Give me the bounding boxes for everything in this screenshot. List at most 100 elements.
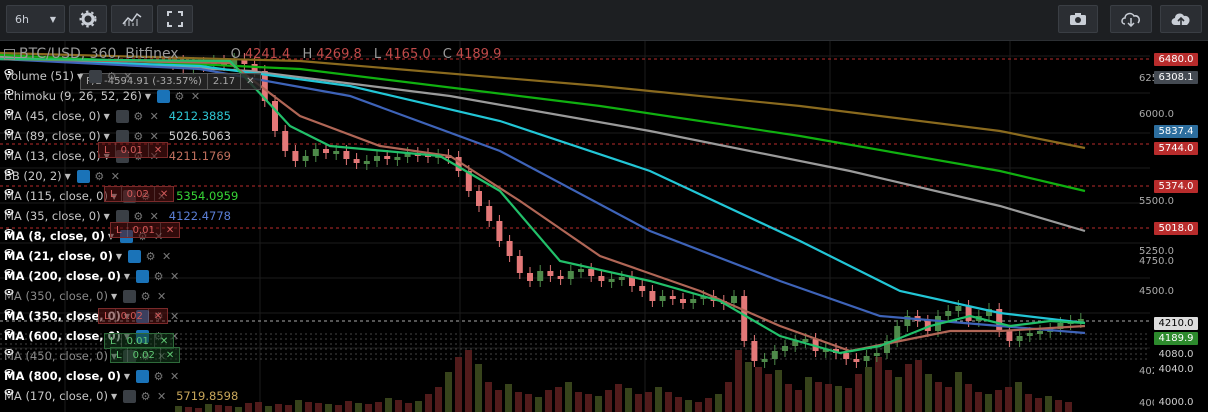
cancel-order-icon[interactable]: ✕ [165,224,175,236]
indicator-label: MA (8, close, 0) [4,229,105,243]
visibility-eye-icon[interactable] [4,169,90,183]
indicators-button[interactable] [111,5,153,33]
indicator-row[interactable]: MA (89, close, 0) ▼ ⚙ ✕ 5026.5063 [4,127,231,145]
visibility-eye-icon[interactable] [4,109,129,123]
volume-bar [455,357,462,412]
close-icon[interactable]: ✕ [123,69,133,83]
order-label[interactable]: L 0.02 ✕ [110,347,181,363]
gear-icon[interactable]: ⚙ [133,109,144,123]
indicator-row[interactable]: Volume (51) ▼ ⚙ ✕ [4,67,134,85]
cloud-download-button[interactable] [1110,5,1152,33]
close-icon[interactable]: ✕ [169,369,180,383]
gear-icon[interactable]: ⚙ [140,289,151,303]
volume-bar [685,400,692,412]
order-label[interactable]: L 0.01 ✕ [104,333,175,349]
close-icon[interactable]: ✕ [149,209,159,223]
fullscreen-button[interactable] [157,5,193,33]
close-icon[interactable]: ✕ [156,389,167,403]
visibility-eye-icon[interactable] [4,69,103,83]
indicator-row[interactable]: Ichimoku (9, 26, 52, 26) ▼ ⚙ ✕ [4,87,202,105]
close-icon[interactable]: ✕ [149,129,159,143]
chevron-down-icon[interactable]: ▼ [110,291,118,301]
chevron-down-icon[interactable]: ▼ [123,271,131,281]
indicator-row[interactable]: MA (45, close, 0) ▼ ⚙ ✕ 4212.3885 [4,107,231,125]
close-icon[interactable]: ✕ [169,269,180,283]
order-qty: 0.01 [128,223,161,237]
close-icon[interactable]: ✕ [110,169,120,183]
order-label[interactable]: L 0.02 ✕ [98,308,169,324]
chevron-down-icon[interactable]: ▼ [115,251,123,261]
close-icon[interactable]: ✕ [156,289,167,303]
cancel-order-icon[interactable]: ✕ [159,335,169,347]
gear-icon[interactable]: ⚙ [133,209,144,223]
visibility-eye-icon[interactable] [4,89,170,103]
price-level-box: 4000.0 [1154,396,1198,409]
position-pl-label[interactable]: P/L -4594.91 (-33.57%) 2.17 ✕ [80,73,261,90]
close-icon[interactable]: ✕ [169,329,180,343]
candle-body [567,271,574,279]
indicator-row[interactable]: MA (350, close, 0)▼ ⚙ ✕ [4,287,168,305]
volume-bar [895,377,902,412]
close-icon[interactable]: ✕ [161,249,172,263]
visibility-eye-icon[interactable] [4,209,129,223]
order-label[interactable]: L 0.02 ✕ [104,186,175,202]
chevron-down-icon[interactable]: ▼ [123,371,131,381]
cancel-order-icon[interactable]: ✕ [153,144,163,156]
indicator-label: Ichimoku (9, 26, 52, 26) [4,89,142,103]
indicator-row[interactable]: MA (800, close, 0) ▼ ⚙ ✕ [4,367,181,385]
cancel-order-icon[interactable]: ✕ [153,310,163,322]
settings-button[interactable] [69,5,107,33]
indicator-row[interactable]: MA (35, close, 0) ▼ ⚙ ✕ 4122.4778 [4,207,231,225]
snapshot-button[interactable] [1058,5,1098,33]
gear-icon[interactable]: ⚙ [140,389,151,403]
indicator-row[interactable]: MA (200, close, 0) ▼ ⚙ ✕ [4,267,181,285]
visibility-eye-icon[interactable] [4,269,150,283]
gear-icon[interactable]: ⚙ [106,69,117,83]
candle-body [598,276,605,281]
indicator-row[interactable]: MA (21, close, 0) ▼ ⚙ ✕ [4,247,173,265]
chevron-down-icon[interactable]: ▼ [110,391,118,401]
visibility-eye-icon[interactable] [4,289,137,303]
gear-icon[interactable]: ⚙ [145,249,156,263]
indicator-value: 5026.5063 [168,129,231,143]
gear-icon[interactable]: ⚙ [153,269,164,283]
price-level-box: 5018.0 [1154,222,1198,235]
gear-icon[interactable]: ⚙ [153,369,164,383]
chevron-down-icon[interactable]: ▼ [77,71,84,81]
visibility-eye-icon[interactable] [4,369,150,383]
order-side: L [111,348,128,362]
visibility-eye-icon[interactable] [4,129,129,143]
chevron-down-icon[interactable]: ▼ [103,111,110,121]
gear-icon[interactable]: ⚙ [174,89,185,103]
order-label[interactable]: L 0.01 ✕ [110,222,181,238]
chevron-down-icon[interactable]: ▼ [103,211,110,221]
gear-icon[interactable]: ⚙ [133,129,144,143]
cancel-order-icon[interactable]: ✕ [159,188,169,200]
price-tick-label: 4750.0 [1139,256,1174,267]
ma-gray [0,55,1086,233]
ma-green [0,53,1086,193]
volume-bar [545,390,552,412]
close-position-icon[interactable]: ✕ [246,76,255,87]
chevron-down-icon[interactable]: ▼ [64,171,71,181]
volume-bar [825,384,832,412]
volume-bar [1045,396,1052,412]
interval-select[interactable]: 6h ▼ [6,5,65,33]
price-chart[interactable]: BTC/USD, 360, Bitfinex O 4241.4 H 4269.8 L… [0,41,1208,412]
indicator-row[interactable]: BB (20, 2) ▼ ⚙ ✕ [4,167,122,185]
indicator-row[interactable]: MA (170, close, 0) ▼ ⚙ ✕ 5719.8598 [4,387,238,405]
candle-body [374,156,380,161]
chevron-down-icon[interactable]: ▼ [103,131,110,141]
close-icon[interactable]: ✕ [190,89,201,103]
cancel-order-icon[interactable]: ✕ [165,349,175,361]
close-icon[interactable]: ✕ [149,109,159,123]
order-label[interactable]: L 0.01 ✕ [98,142,169,158]
visibility-eye-icon[interactable] [4,249,142,263]
candle-body [669,296,676,299]
visibility-eye-icon[interactable] [4,389,137,403]
chevron-down-icon[interactable]: ▼ [144,91,151,101]
gear-icon[interactable]: ⚙ [94,169,105,183]
candle-body [1006,331,1013,341]
cloud-upload-button[interactable] [1160,5,1202,33]
close-icon[interactable]: ✕ [169,309,180,323]
